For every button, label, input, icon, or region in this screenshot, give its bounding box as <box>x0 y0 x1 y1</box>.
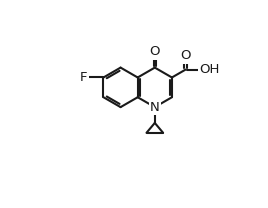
Text: OH: OH <box>199 63 220 76</box>
Text: O: O <box>180 49 191 62</box>
Text: F: F <box>80 71 88 84</box>
Text: N: N <box>150 101 160 114</box>
Text: O: O <box>150 45 160 58</box>
